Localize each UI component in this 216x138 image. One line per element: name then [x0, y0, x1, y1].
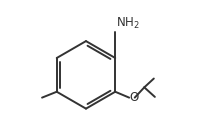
- Text: NH$_2$: NH$_2$: [116, 16, 140, 31]
- Text: O: O: [130, 91, 139, 104]
